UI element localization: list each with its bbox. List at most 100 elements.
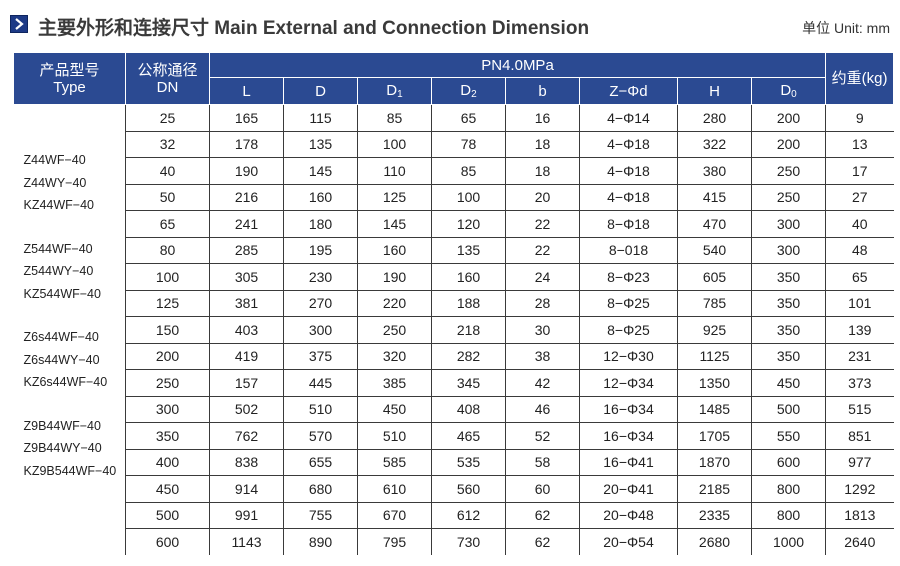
data-cell: 200 bbox=[750, 130, 827, 158]
header-b: b bbox=[505, 77, 580, 105]
data-cell: 200 bbox=[750, 104, 827, 132]
data-cell: 220 bbox=[357, 289, 432, 317]
data-cell: 1000 bbox=[750, 528, 827, 555]
data-cell: 470 bbox=[677, 210, 752, 238]
table-row: 250 157 445 385 345 42 12−Φ34 1350 450 373 bbox=[14, 369, 894, 397]
data-cell: 16 bbox=[505, 104, 580, 132]
data-cell: 375 bbox=[283, 342, 358, 370]
data-cell: 800 bbox=[750, 501, 827, 529]
unit-label: 单位 Unit: mm bbox=[802, 20, 890, 36]
data-cell: 28 bbox=[505, 289, 580, 317]
data-cell: 145 bbox=[283, 157, 358, 185]
data-cell: 914 bbox=[209, 475, 284, 503]
dn-cell: 400 bbox=[125, 448, 210, 476]
data-cell: 165 bbox=[209, 104, 284, 132]
table-row: 400 838 655 585 535 58 16−Φ41 1870 600 977 bbox=[14, 448, 894, 476]
data-cell: 1813 bbox=[825, 501, 894, 529]
dn-cell: 350 bbox=[125, 422, 210, 450]
data-cell: 20−Φ41 bbox=[579, 475, 678, 503]
data-cell: 385 bbox=[357, 369, 432, 397]
type-group: Z544WF−40 Z544WY−40 KZ544WF−40 bbox=[24, 238, 126, 306]
table-row: 125 381 270 220 188 28 8−Φ25 785 350 101 bbox=[14, 289, 894, 317]
data-cell: 380 bbox=[677, 157, 752, 185]
data-cell: 17 bbox=[825, 157, 894, 185]
data-cell: 1143 bbox=[209, 528, 284, 555]
data-cell: 350 bbox=[750, 263, 827, 291]
data-cell: 1705 bbox=[677, 422, 752, 450]
type-name: Z544WY−40 bbox=[23, 264, 94, 278]
dimension-table: 产品型号 Type 公称通径 DN PN4.0MPa 约重(kg) L D D1 D2… bbox=[13, 52, 895, 555]
table-row: 65 241 180 145 120 22 8−Φ18 470 300 40 bbox=[14, 210, 894, 238]
data-cell: 270 bbox=[283, 289, 358, 317]
data-cell: 4−Φ18 bbox=[579, 130, 678, 158]
data-cell: 16−Φ34 bbox=[579, 422, 678, 450]
data-cell: 2680 bbox=[677, 528, 752, 555]
data-cell: 180 bbox=[283, 210, 358, 238]
type-name: Z9B44WF−40 bbox=[23, 418, 101, 433]
data-cell: 46 bbox=[505, 395, 580, 423]
data-cell: 465 bbox=[431, 422, 506, 450]
type-name: Z544WF−40 bbox=[23, 241, 93, 256]
data-cell: 216 bbox=[209, 183, 284, 211]
data-cell: 345 bbox=[431, 369, 506, 397]
data-cell: 195 bbox=[283, 236, 358, 264]
data-cell: 160 bbox=[283, 183, 358, 211]
table-row: Z44WF−40 Z44WY−40 KZ44WF−40 Z544WF−40 Z544WY… bbox=[13, 104, 894, 555]
header-dn-cn: 公称通径 bbox=[137, 61, 198, 79]
data-cell: 65 bbox=[431, 104, 506, 132]
data-cell: 800 bbox=[750, 475, 827, 503]
data-cell: 300 bbox=[750, 236, 827, 264]
data-cell: 9 bbox=[825, 104, 894, 132]
data-cell: 241 bbox=[209, 210, 284, 238]
data-cell: 218 bbox=[431, 316, 506, 344]
data-cell: 62 bbox=[505, 528, 580, 555]
table-row: 350 762 570 510 465 52 16−Φ34 1705 550 851 bbox=[14, 422, 894, 450]
data-cell: 139 bbox=[825, 316, 894, 344]
table-row: 80 285 195 160 135 22 8−018 540 300 48 bbox=[14, 236, 894, 264]
table-row: 100 305 230 190 160 24 8−Φ23 605 350 65 bbox=[14, 263, 894, 291]
type-name: Z6s44WF−40 bbox=[23, 330, 99, 344]
data-cell: 320 bbox=[357, 342, 432, 370]
data-cell: 250 bbox=[750, 157, 827, 185]
data-cell: 305 bbox=[209, 263, 284, 291]
data-cell: 670 bbox=[357, 501, 432, 529]
data-cell: 381 bbox=[209, 289, 284, 317]
data-cell: 230 bbox=[283, 263, 358, 291]
data-cell: 85 bbox=[431, 157, 506, 185]
data-cell: 730 bbox=[431, 528, 506, 555]
data-cell: 755 bbox=[283, 501, 358, 529]
data-cell: 12−Φ30 bbox=[579, 342, 678, 370]
data-cell: 145 bbox=[357, 210, 432, 238]
data-cell: 445 bbox=[283, 369, 358, 397]
data-cell: 991 bbox=[209, 501, 284, 529]
type-group: Z6s44WF−40 Z6s44WY−40 KZ6s44WF−40 bbox=[24, 326, 126, 394]
data-cell: 1292 bbox=[825, 475, 894, 503]
data-cell: 515 bbox=[825, 395, 894, 423]
table-row: 32 178 135 100 78 18 4−Φ18 322 200 13 bbox=[14, 130, 894, 158]
data-cell: 4−Φ18 bbox=[579, 183, 678, 211]
table-row: 40 190 145 110 85 18 4−Φ18 380 250 17 bbox=[14, 157, 894, 185]
data-cell: 4−Φ18 bbox=[579, 157, 678, 185]
data-cell: 38 bbox=[505, 342, 580, 370]
header-dn: 公称通径 DN bbox=[125, 52, 210, 105]
data-cell: 178 bbox=[209, 130, 284, 158]
data-cell: 2335 bbox=[677, 501, 752, 529]
type-name: KZ44WF−40 bbox=[23, 198, 95, 212]
data-cell: 115 bbox=[283, 104, 358, 132]
data-cell: 350 bbox=[750, 316, 827, 344]
data-cell: 450 bbox=[750, 369, 827, 397]
data-cell: 16−Φ41 bbox=[579, 448, 678, 476]
data-cell: 838 bbox=[209, 448, 284, 476]
data-cell: 190 bbox=[357, 263, 432, 291]
page-title: 主要外形和连接尺寸 Main External and Connection D… bbox=[38, 18, 590, 39]
data-cell: 85 bbox=[357, 104, 432, 132]
header-l: L bbox=[209, 77, 284, 105]
data-cell: 13 bbox=[825, 130, 894, 158]
type-name: KZ544WF−40 bbox=[23, 286, 101, 301]
data-cell: 20−Φ54 bbox=[579, 528, 678, 555]
dn-cell: 50 bbox=[125, 183, 210, 211]
data-cell: 285 bbox=[209, 236, 284, 264]
data-cell: 231 bbox=[825, 342, 894, 370]
data-cell: 100 bbox=[357, 130, 432, 158]
dn-cell: 125 bbox=[125, 289, 210, 317]
